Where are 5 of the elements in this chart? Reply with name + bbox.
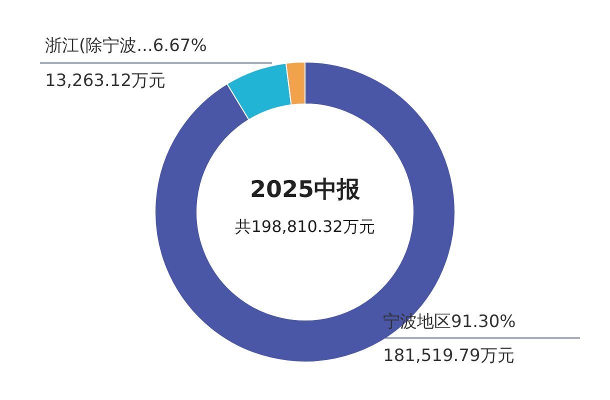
text: 2025中报 xyxy=(250,177,362,203)
category-label: 浙江(除宁波...6.67% xyxy=(45,36,207,56)
text: 共198,810.32万元 xyxy=(235,217,375,236)
data-label: 181,519.79万元 xyxy=(383,346,514,366)
data-label: 13,263.12万元 xyxy=(45,71,166,91)
